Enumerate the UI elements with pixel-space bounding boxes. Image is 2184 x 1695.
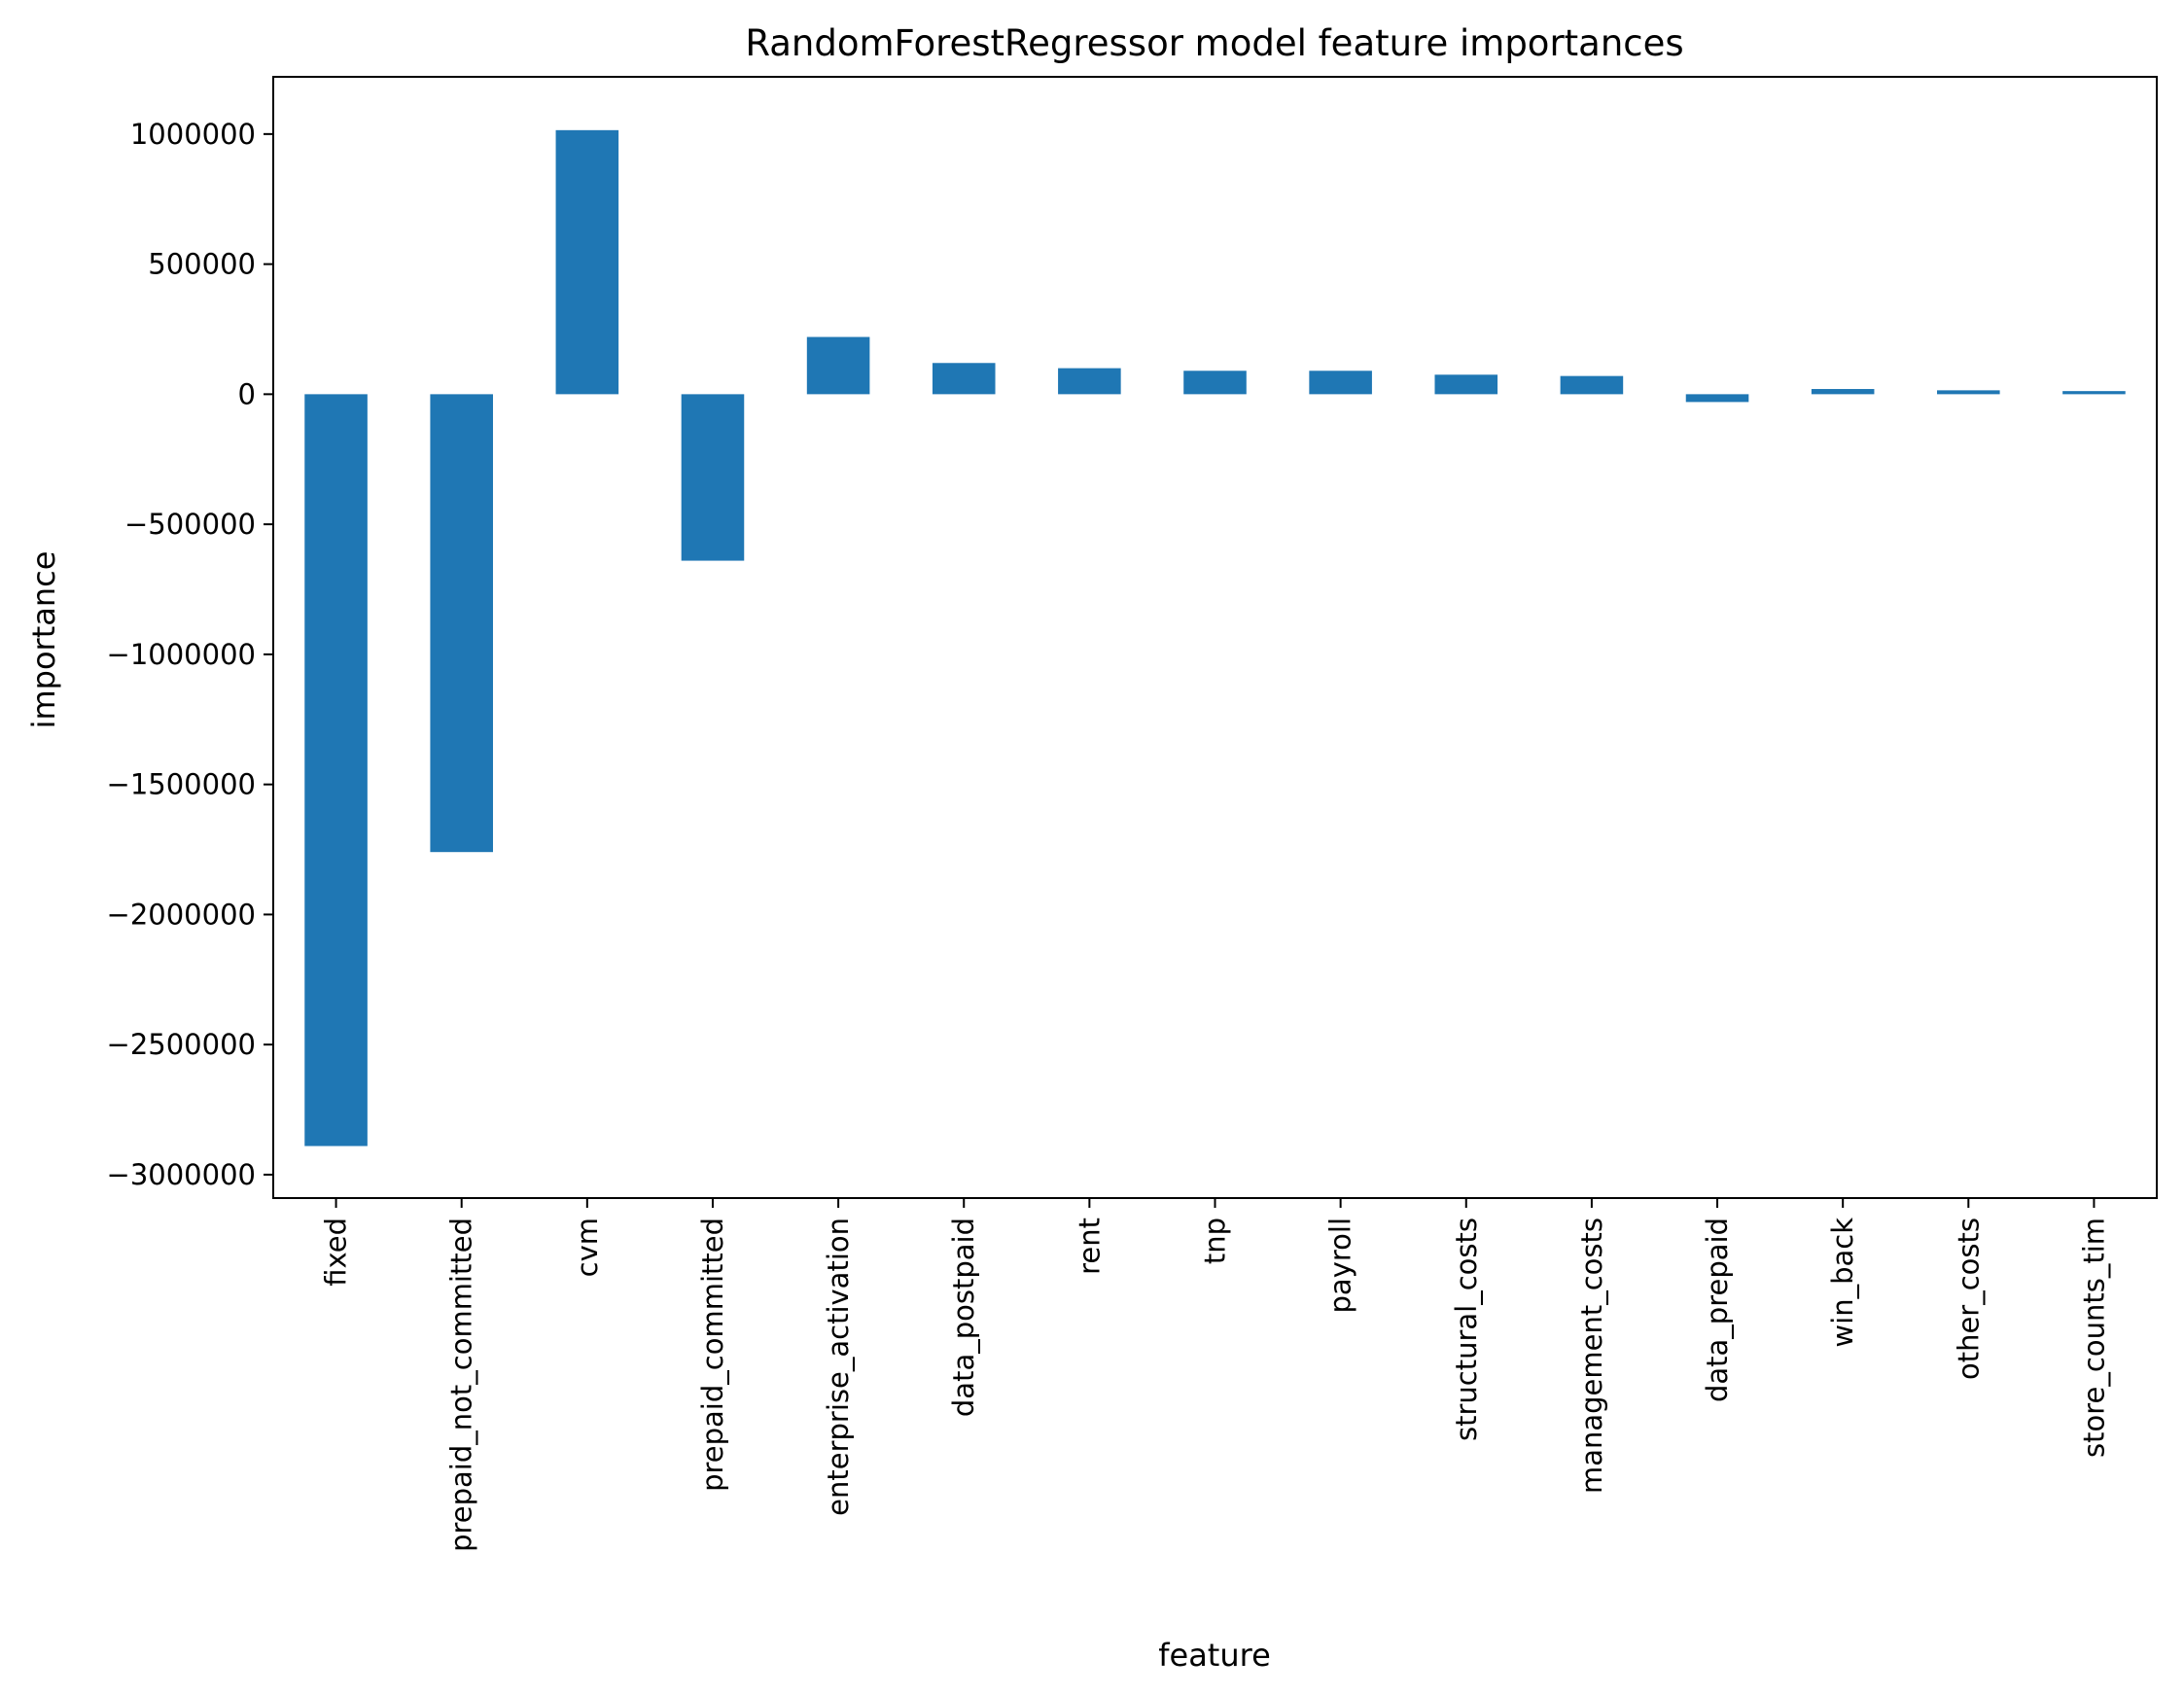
x-tick-label-data-prepaid: data_prepaid [1701, 1218, 1734, 1402]
x-axis-label: feature [1158, 1637, 1271, 1674]
y-tick-label: −2500000 [107, 1028, 256, 1061]
y-tick-label: −500000 [124, 508, 256, 541]
x-tick-label-tnp: tnp [1199, 1218, 1232, 1264]
x-tick-label-rent: rent [1073, 1218, 1106, 1275]
y-tick-label: 500000 [148, 248, 256, 281]
bar-data-prepaid [1685, 394, 1749, 403]
bar-tnp [1183, 371, 1247, 395]
chart-title: RandomForestRegressor model feature impo… [745, 22, 1683, 64]
x-axis: fixed prepaid_not_committed cvm prepaid_com… [320, 1198, 2110, 1552]
x-tick-label-data-postpaid: data_postpaid [947, 1218, 980, 1417]
bar-structural-costs [1434, 374, 1498, 395]
x-tick-label-management-costs: management_costs [1575, 1218, 1608, 1494]
bar-store-counts-tim [2062, 391, 2126, 395]
bar-prepaid-committed [681, 394, 745, 561]
x-tick-label-prepaid-committed: prepaid_committed [696, 1218, 729, 1492]
bar-payroll [1309, 371, 1372, 395]
bar-prepaid-not-committed [430, 394, 493, 853]
x-tick-label-store-counts-tim: store_counts_tim [2077, 1218, 2110, 1458]
bar-rent [1058, 368, 1121, 395]
x-tick-label-other-costs: other_costs [1952, 1218, 1985, 1380]
y-axis: 1000000 500000 0 −500000 −1000000 −1500000 −20… [107, 118, 273, 1191]
bar-enterprise-activation [806, 336, 870, 395]
y-tick-label: 1000000 [130, 118, 256, 151]
bar-cvm [555, 129, 619, 395]
y-tick-label: −1000000 [107, 638, 256, 671]
bar-win-back [1811, 389, 1875, 395]
x-tick-label-structural-costs: structural_costs [1450, 1218, 1483, 1441]
bar-management-costs [1560, 375, 1624, 395]
y-tick-label: −3000000 [107, 1158, 256, 1191]
bar-other-costs [1937, 390, 2000, 395]
x-tick-label-fixed: fixed [320, 1218, 353, 1287]
x-tick-label-prepaid-not-committed: prepaid_not_committed [445, 1218, 478, 1552]
y-tick-label: −2000000 [107, 898, 256, 931]
x-tick-label-enterprise-activation: enterprise_activation [822, 1218, 855, 1516]
bars-group [304, 129, 2126, 1147]
y-tick-label: −1500000 [107, 768, 256, 801]
bar-fixed [304, 394, 368, 1147]
y-axis-label: importance [25, 551, 62, 729]
x-tick-label-win-back: win_back [1826, 1218, 1859, 1348]
y-tick-label: 0 [238, 377, 256, 410]
bar-data-postpaid [932, 363, 996, 395]
x-tick-label-cvm: cvm [571, 1218, 604, 1277]
x-tick-label-payroll: payroll [1324, 1218, 1357, 1313]
